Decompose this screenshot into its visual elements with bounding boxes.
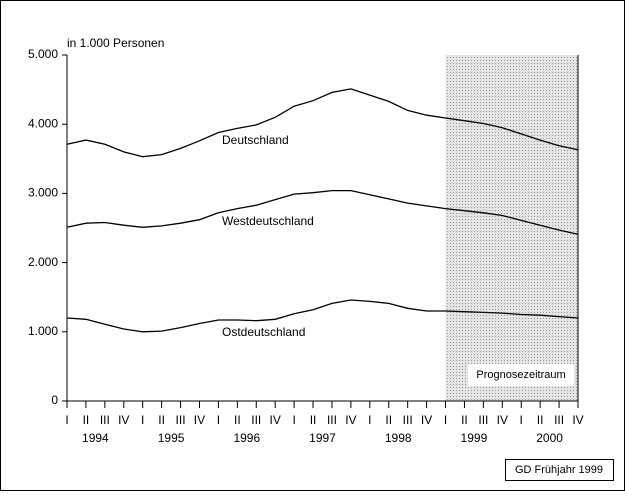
year-label: 1994 [82,431,109,445]
x-tick-label: IV [421,413,432,427]
x-tick-label: III [327,413,337,427]
x-tick-label: II [310,413,317,427]
series-label: Deutschland [222,133,289,147]
x-tick-label: II [234,413,241,427]
y-tick-label: 1.000 [28,324,58,338]
forecast-label: Prognosezeitraum [476,369,565,381]
x-tick-label: IV [572,413,583,427]
x-tick-label: I [217,413,220,427]
x-tick-label: II [158,413,165,427]
year-label: 1998 [385,431,412,445]
source: GD Frühjahr 1999 [515,464,603,476]
x-tick-label: IV [118,413,129,427]
x-tick-label: IV [194,413,205,427]
x-tick-label: IV [497,413,508,427]
x-tick-label: I [444,413,447,427]
year-label: 2000 [536,431,563,445]
year-label: 1999 [461,431,488,445]
y-tick-label: 0 [51,393,58,407]
series-label: Westdeutschland [222,214,314,228]
x-tick-label: II [537,413,544,427]
forecast-label-box [468,364,574,386]
x-tick-label: I [141,413,144,427]
x-tick-label: I [292,413,295,427]
y-tick-label: 4.000 [28,116,58,130]
x-tick-label: II [461,413,468,427]
x-tick-label: I [65,413,68,427]
year-label: 1995 [158,431,185,445]
x-tick-label: IV [270,413,281,427]
y-tick-label: 2.000 [28,255,58,269]
year-label: 1996 [233,431,260,445]
x-tick-label: III [554,413,564,427]
x-tick-label: III [176,413,186,427]
x-tick-label: III [251,413,261,427]
x-tick-label: IV [345,413,356,427]
series-label: Ostdeutschland [222,325,305,339]
x-tick-label: II [385,413,392,427]
x-tick-label: I [520,413,523,427]
series-line [66,88,579,158]
series-line [66,189,579,235]
x-tick-label: I [368,413,371,427]
x-tick-label: III [403,413,413,427]
source-box [505,459,614,481]
y-tick-label: 3.000 [28,186,58,200]
unit-label: in 1.000 Personen [67,36,164,50]
x-tick-label: III [100,413,110,427]
x-tick-label: III [478,413,488,427]
series-line [66,299,579,333]
year-label: 1997 [309,431,336,445]
x-tick-label: II [83,413,90,427]
y-tick-label: 5.000 [28,47,58,61]
forecast-area [445,55,578,401]
